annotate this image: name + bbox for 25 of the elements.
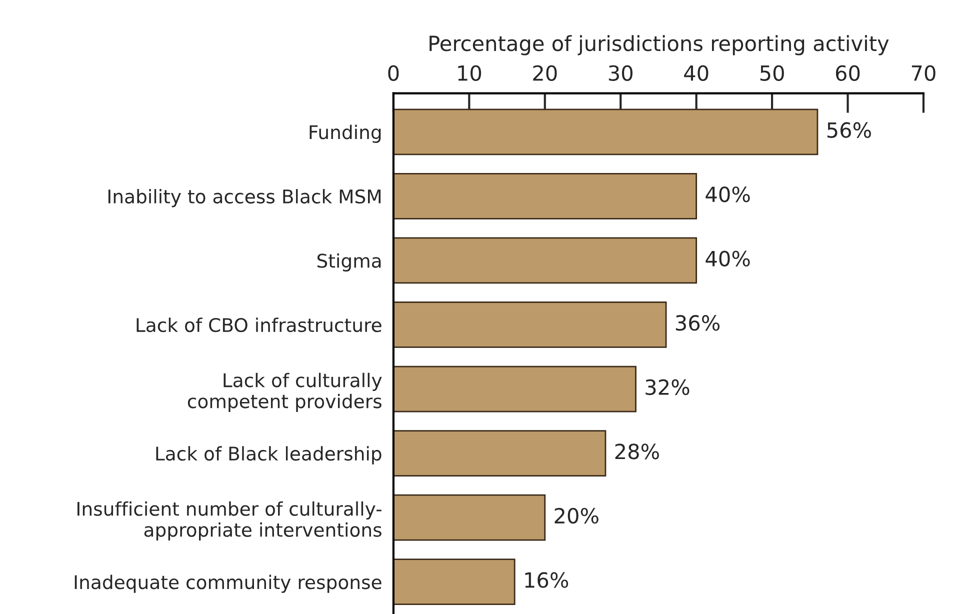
data-label: 20% <box>554 508 598 524</box>
y-tick-label: Stigma <box>317 253 381 272</box>
data-label: 40% <box>706 250 750 266</box>
y-tick-label: Lack of culturally competent providers <box>188 372 382 412</box>
x-tick-label: 70 <box>912 65 936 81</box>
y-tick-label: Lack of Black leadership <box>156 446 382 464</box>
x-tick-label: 0 <box>388 65 399 81</box>
data-label: 28% <box>615 444 659 460</box>
x-tick-label: 60 <box>836 65 860 81</box>
data-label: 32% <box>646 379 690 396</box>
y-tick-label: Inadequate community response <box>74 574 382 593</box>
x-tick-label: 20 <box>533 65 557 81</box>
data-label: 56% <box>827 122 871 138</box>
x-tick-label: 40 <box>684 65 708 81</box>
x-tick-label: 30 <box>608 65 632 81</box>
y-tick-label: Funding <box>310 124 381 143</box>
y-tick-label: Inability to access Black MSM <box>108 189 381 208</box>
y-tick-label: Insufficient number of culturally- appropriate interventions <box>78 501 382 541</box>
x-tick-label: 10 <box>458 65 482 81</box>
x-tick-label: 50 <box>760 65 784 81</box>
y-tick-label: Lack of CBO infrastructure <box>136 318 382 332</box>
x-axis-title: Percentage of jurisdictions reporting activity <box>430 35 889 56</box>
data-label: 36% <box>676 315 720 331</box>
data-label: 16% <box>525 572 568 588</box>
data-label: 40% <box>706 186 750 202</box>
